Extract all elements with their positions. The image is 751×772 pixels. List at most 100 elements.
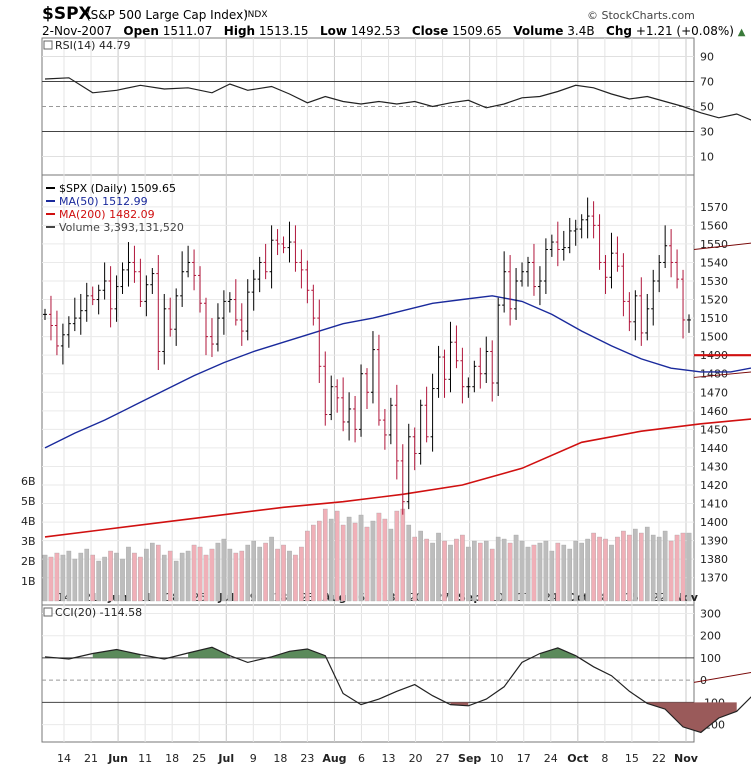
quote-summary: 2-Nov-2007 Open 1511.07 High 1513.15 Low… — [42, 24, 745, 38]
volume-bar — [615, 536, 620, 602]
price-tick-label: 1500 — [700, 331, 728, 344]
volume-bar — [609, 544, 614, 602]
up-arrow-icon: ▲ — [737, 27, 746, 38]
price-legend-item: MA(50) 1512.99 — [59, 195, 148, 208]
price-tick-label: 1480 — [700, 368, 728, 381]
volume-bar — [352, 522, 358, 602]
volume-bar — [340, 524, 346, 602]
x-tick-label-bottom: 22 — [652, 752, 666, 765]
volume-bar — [197, 546, 203, 602]
volume-bar — [483, 540, 489, 602]
ticker-symbol: $SPX — [42, 4, 92, 24]
cci-legend: CCI(20) -114.58 — [55, 606, 142, 619]
volume-bar — [334, 510, 340, 602]
cci-tick-label: 300 — [700, 607, 721, 620]
x-tick-label-bottom: 8 — [601, 752, 608, 765]
ma200-line — [44, 418, 751, 538]
volume-bar — [263, 542, 268, 602]
volume-bar — [66, 550, 72, 602]
volume-bar — [78, 552, 84, 602]
volume-bar — [638, 532, 644, 602]
volume-bar — [674, 534, 680, 602]
volume-bar — [537, 542, 543, 602]
cci-legend-swatch — [43, 607, 53, 617]
volume-bar — [126, 546, 131, 602]
price-tick-label: 1370 — [700, 572, 728, 585]
open-label: Open — [123, 24, 159, 38]
cci-tick-label: 100 — [700, 652, 721, 665]
volume-bar — [90, 554, 96, 602]
rsi-tick-label: 90 — [700, 51, 714, 64]
cci-panel-frame — [41, 604, 695, 743]
x-tick-label-bottom: Sep — [458, 752, 481, 765]
volume-bar — [412, 536, 418, 602]
volume-bar — [138, 556, 143, 602]
change-label: Chg — [606, 24, 632, 38]
ticker-description: (S&P 500 Large Cap Index) — [86, 8, 248, 22]
rsi-tick-label: 10 — [700, 151, 714, 164]
close-value: 1509.65 — [452, 24, 502, 38]
x-tick-label-bottom: 15 — [625, 752, 639, 765]
volume-bar — [567, 548, 573, 602]
x-tick-label-bottom: 24 — [544, 752, 558, 765]
high-value: 1513.15 — [258, 24, 309, 38]
rsi-tick-label: 50 — [700, 101, 714, 114]
volume-bar — [561, 544, 567, 602]
volume-bar — [436, 532, 441, 602]
volume-bar — [346, 516, 352, 602]
volume-bar — [150, 542, 155, 602]
volume-bar — [96, 560, 101, 602]
volume-bar — [364, 526, 370, 602]
volume-bar — [531, 544, 537, 602]
volume-bar — [662, 530, 668, 602]
price-tick-label: 1510 — [700, 312, 728, 325]
price-tick-label: 1460 — [700, 405, 728, 418]
volume-bar — [305, 530, 310, 602]
volume-bar — [668, 540, 674, 602]
volume-bar — [221, 538, 227, 602]
volume-bar — [114, 552, 119, 602]
cci-overbought-fill — [539, 647, 576, 658]
volume-bar — [686, 532, 692, 602]
rsi-legend-swatch — [43, 40, 53, 50]
volume-bar — [155, 544, 161, 602]
volume-bar — [603, 538, 608, 602]
volume-bar — [227, 548, 233, 602]
volume-bar — [591, 532, 596, 602]
low-label: Low — [319, 24, 347, 38]
volume-tick-label: 3B — [21, 535, 36, 548]
x-tick-label-bottom: 6 — [358, 752, 365, 765]
x-tick-label-top: Nov — [674, 591, 699, 604]
volume-bar — [382, 518, 388, 602]
price-tick-label: 1560 — [700, 219, 728, 232]
cci-overbought-fill — [188, 647, 230, 658]
source-credit: © StockCharts.com — [587, 9, 695, 22]
volume-bar — [549, 550, 555, 602]
volume-bar — [239, 550, 245, 602]
volume-bar — [269, 536, 274, 602]
volume-bar — [299, 546, 304, 602]
price-tick-label: 1530 — [700, 275, 728, 288]
volume-bar — [376, 512, 382, 602]
volume-bar — [525, 546, 531, 602]
volume-bar — [573, 540, 579, 602]
open-value: 1511.07 — [162, 24, 213, 38]
volume-bar — [179, 552, 185, 602]
price-tick-label: 1400 — [700, 516, 728, 529]
price-tick-label: 1410 — [700, 498, 728, 511]
price-tick-label: 1440 — [700, 442, 728, 455]
volume-bar — [191, 544, 197, 602]
volume-bar — [406, 524, 412, 602]
volume-bar — [555, 542, 561, 602]
price-tick-label: 1520 — [700, 294, 728, 307]
volume-bar — [472, 540, 477, 602]
volume-bar — [442, 540, 447, 602]
quote-date: 2-Nov-2007 — [42, 24, 112, 38]
volume-bar — [203, 554, 209, 602]
x-tick-label-bottom: 13 — [382, 752, 396, 765]
volume-bar — [48, 556, 54, 602]
cci-trendline — [693, 671, 751, 683]
price-tick-label: 1540 — [700, 256, 728, 269]
x-tick-label-bottom: 11 — [138, 752, 152, 765]
